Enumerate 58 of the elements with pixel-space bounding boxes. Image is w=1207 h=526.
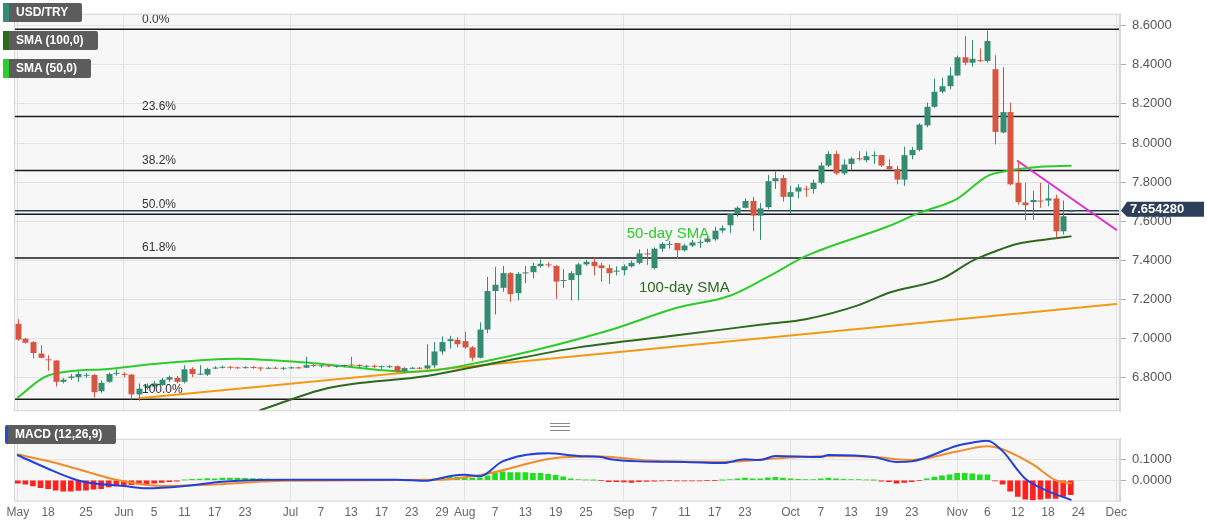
- x-tick-label: Nov: [946, 505, 968, 520]
- annotation: 0.0%: [142, 11, 170, 26]
- x-tick-label: 7: [650, 505, 658, 520]
- y-tick-label: 6.8000: [1132, 369, 1172, 385]
- y-tick-label: 7.0000: [1132, 330, 1172, 346]
- y-tick-label: 7.8000: [1132, 173, 1172, 189]
- x-tick-label: Aug: [454, 505, 476, 520]
- x-tick-label: 5: [150, 505, 158, 520]
- y-tick-label: 7.2000: [1132, 291, 1172, 307]
- x-tick-label: Oct: [781, 505, 801, 520]
- x-tick-label: 7: [491, 505, 499, 520]
- x-tick-label: 7: [817, 505, 825, 520]
- x-tick-label: 24: [1071, 505, 1086, 520]
- annotation: 50-day SMA: [626, 223, 710, 241]
- x-tick-label: 12: [1011, 505, 1025, 520]
- x-tick-label: 29: [435, 505, 449, 520]
- x-tick-label: 25: [79, 505, 93, 520]
- x-tick-label: 23: [905, 505, 919, 520]
- x-tick-label: 23: [405, 505, 419, 520]
- x-tick-label: 19: [874, 505, 889, 520]
- annotation: 61.8%: [142, 240, 177, 255]
- x-tick-label: 17: [208, 505, 222, 520]
- x-tick-label: 25: [579, 505, 593, 520]
- x-tick-label: 11: [678, 505, 691, 520]
- x-tick-label: 18: [41, 505, 56, 520]
- annotation: 23.6%: [142, 98, 177, 113]
- x-tick-label: 17: [708, 505, 722, 520]
- y-tick-label: 8.2000: [1132, 95, 1172, 111]
- x-tick-label: Sep: [613, 505, 635, 520]
- x-tick-label: 23: [738, 505, 753, 520]
- chart-title: MACD (12,26,9): [8, 425, 117, 444]
- y-tick-label: 8.0000: [1132, 134, 1172, 150]
- x-tick-label: Jun: [114, 505, 134, 520]
- y-tick-label: 8.6000: [1132, 17, 1172, 33]
- x-tick-label: 13: [844, 505, 859, 520]
- x-tick-label: 13: [518, 505, 533, 520]
- x-tick-label: 6: [984, 505, 992, 520]
- x-tick-label: 7: [317, 505, 325, 520]
- legend-label: SMA (50,0): [15, 60, 78, 77]
- annotation: 100-day SMA: [638, 277, 730, 295]
- legend-label: SMA (100,0): [15, 32, 85, 49]
- x-tick-label: May: [6, 505, 30, 520]
- x-tick-label: 13: [344, 505, 359, 520]
- x-tick-label: Jul: [282, 505, 299, 520]
- annotation: 100.0%: [142, 381, 184, 396]
- annotation: 38.2%: [142, 152, 177, 167]
- y-tick-label: 0.0000: [1132, 471, 1172, 487]
- y-tick-label: 8.4000: [1132, 56, 1172, 72]
- x-tick-label: 11: [178, 505, 191, 520]
- x-tick-label: 18: [1041, 505, 1056, 520]
- y-tick-label: 7.4000: [1132, 252, 1172, 268]
- annotation: 50.0%: [142, 196, 177, 211]
- x-tick-label: Dec: [1105, 505, 1127, 520]
- x-tick-label: 19: [548, 505, 563, 520]
- y-tick-label: 0.1000: [1132, 451, 1172, 467]
- x-tick-label: 23: [238, 505, 253, 520]
- legend-label: USD/TRY: [15, 4, 70, 21]
- x-tick-label: 17: [374, 505, 389, 520]
